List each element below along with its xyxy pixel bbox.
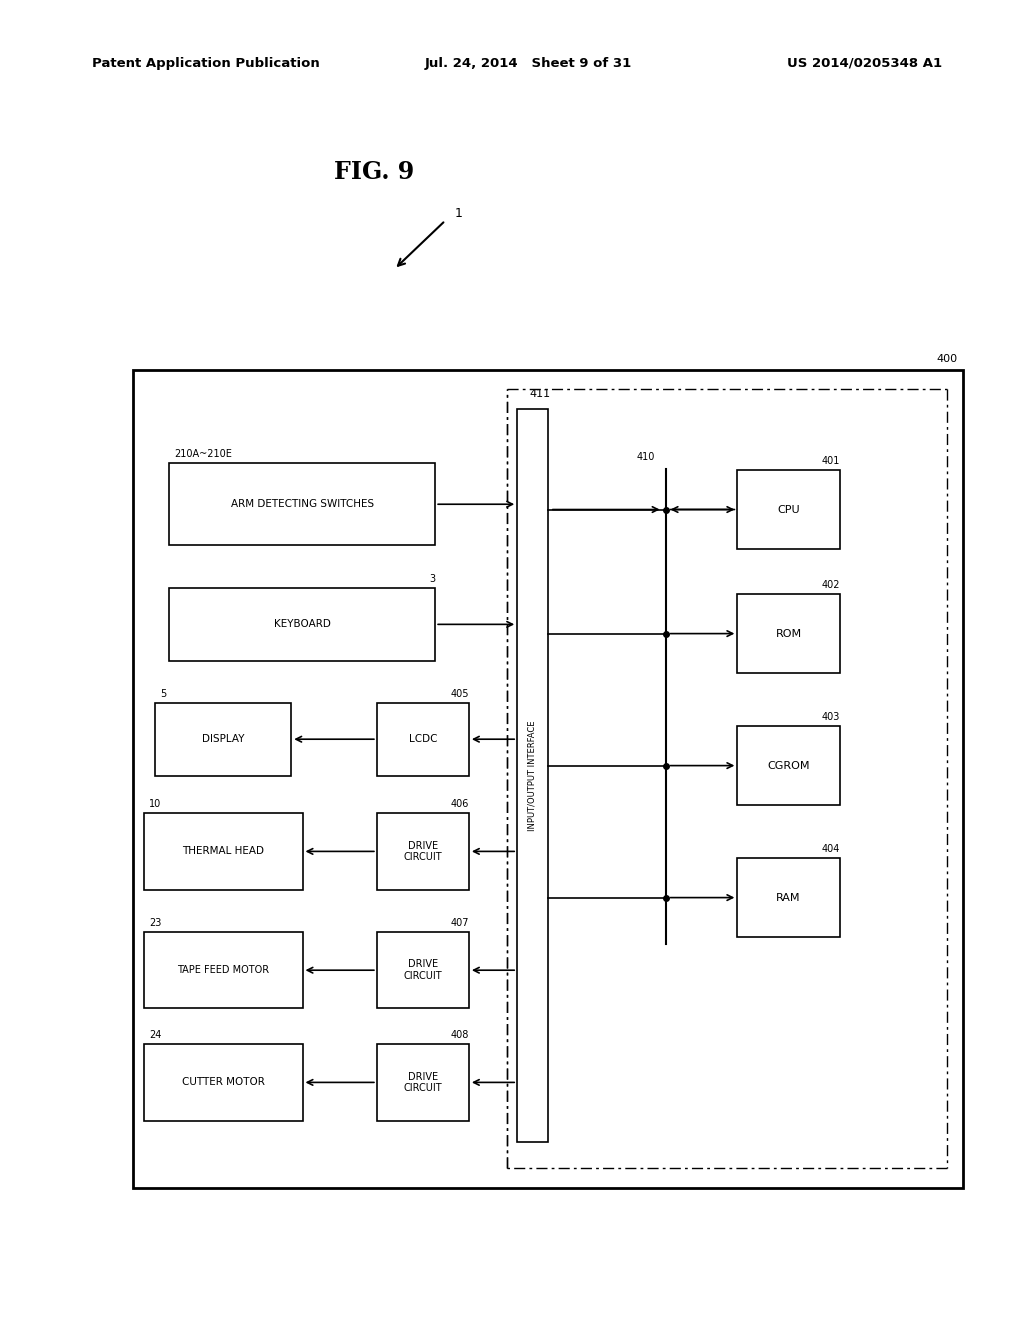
Text: 404: 404 (821, 843, 840, 854)
Text: DRIVE
CIRCUIT: DRIVE CIRCUIT (403, 841, 442, 862)
Text: FIG. 9: FIG. 9 (334, 160, 414, 183)
Text: ARM DETECTING SWITCHES: ARM DETECTING SWITCHES (230, 499, 374, 510)
Text: INPUT/OUTPUT INTERFACE: INPUT/OUTPUT INTERFACE (528, 721, 537, 830)
Bar (517, 409, 548, 1142)
Text: THERMAL HEAD: THERMAL HEAD (182, 846, 264, 857)
Bar (169, 589, 435, 660)
Text: 407: 407 (451, 917, 469, 928)
Text: US 2014/0205348 A1: US 2014/0205348 A1 (787, 57, 942, 70)
Text: Jul. 24, 2014   Sheet 9 of 31: Jul. 24, 2014 Sheet 9 of 31 (425, 57, 632, 70)
Text: RAM: RAM (776, 892, 801, 903)
Bar (377, 813, 469, 890)
Bar (143, 932, 303, 1008)
Text: TAPE FEED MOTOR: TAPE FEED MOTOR (177, 965, 269, 975)
Bar (143, 813, 303, 890)
Text: DRIVE
CIRCUIT: DRIVE CIRCUIT (403, 960, 442, 981)
Text: Patent Application Publication: Patent Application Publication (92, 57, 319, 70)
Bar (737, 594, 840, 673)
Bar (169, 463, 435, 545)
Text: 1: 1 (455, 207, 463, 220)
Text: DISPLAY: DISPLAY (202, 734, 245, 744)
Text: 408: 408 (451, 1030, 469, 1040)
Text: 401: 401 (821, 455, 840, 466)
Text: DRIVE
CIRCUIT: DRIVE CIRCUIT (403, 1072, 442, 1093)
Text: 210A~210E: 210A~210E (174, 449, 232, 459)
Text: CGROM: CGROM (767, 760, 810, 771)
Text: 24: 24 (150, 1030, 162, 1040)
Text: 405: 405 (451, 689, 469, 700)
Text: 402: 402 (821, 579, 840, 590)
Bar (737, 858, 840, 937)
Text: 411: 411 (529, 388, 551, 399)
Text: KEYBOARD: KEYBOARD (273, 619, 331, 630)
Bar (737, 726, 840, 805)
Text: 400: 400 (936, 354, 957, 364)
Bar (133, 370, 963, 1188)
Text: 3: 3 (429, 574, 435, 583)
Text: 410: 410 (637, 451, 655, 462)
Bar (143, 1044, 303, 1121)
Bar (377, 1044, 469, 1121)
Bar (737, 470, 840, 549)
Text: CPU: CPU (777, 504, 800, 515)
Text: CUTTER MOTOR: CUTTER MOTOR (182, 1077, 264, 1088)
Text: 406: 406 (451, 799, 469, 809)
Text: 5: 5 (160, 689, 167, 700)
Bar (377, 932, 469, 1008)
Text: LCDC: LCDC (409, 734, 437, 744)
Text: 10: 10 (150, 799, 161, 809)
Bar (156, 702, 291, 776)
Text: ROM: ROM (775, 628, 802, 639)
Text: 403: 403 (821, 711, 840, 722)
Bar (377, 702, 469, 776)
Text: 23: 23 (150, 917, 162, 928)
